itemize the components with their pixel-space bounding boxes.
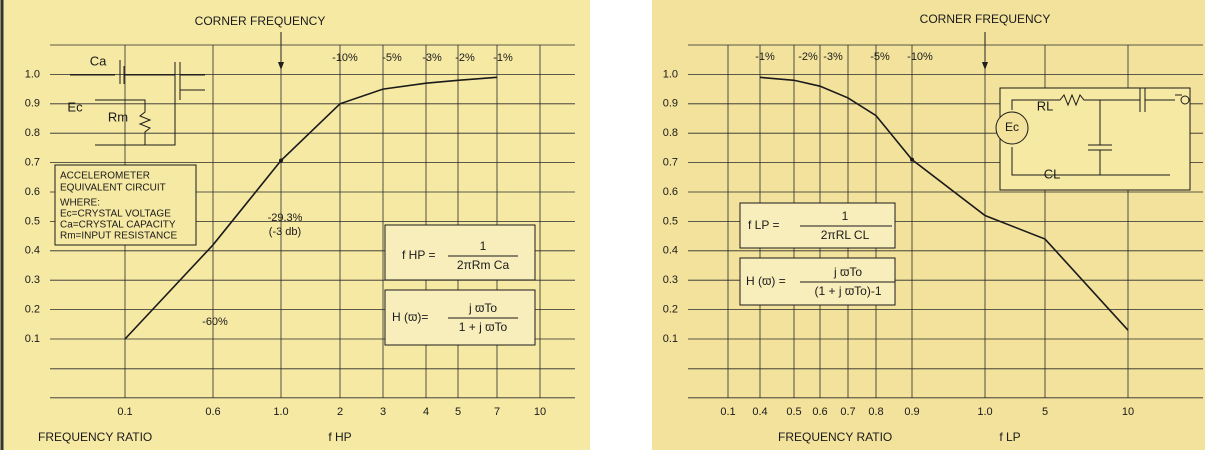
- formula-text: 1: [480, 239, 487, 253]
- x-tick-label: 0.6: [812, 406, 827, 418]
- x-tick-label: 0.4: [752, 406, 767, 418]
- y-tick-label: 0.3: [663, 274, 678, 286]
- inset-text: Rm=INPUT RESISTANCE: [60, 231, 177, 242]
- y-tick-label: 0.5: [25, 215, 40, 227]
- annotation: -3%: [422, 52, 442, 64]
- formula-text: H (ϖ) =: [746, 274, 786, 288]
- y-tick-label: 0.1: [663, 333, 678, 345]
- annotation: -1%: [755, 51, 775, 63]
- y-tick-label: 0.7: [663, 157, 678, 169]
- formula-text: 2πRL CL: [821, 228, 870, 242]
- x-tick-label: 10: [534, 406, 546, 418]
- formula-text: 2πRm Ca: [457, 258, 510, 272]
- formula-text: j ϖTo: [468, 301, 497, 315]
- annotation: -3%: [823, 51, 843, 63]
- x-tick-label: 0.8: [868, 406, 883, 418]
- x-tick-label: 3: [380, 406, 386, 418]
- inset-text: RL: [1037, 98, 1054, 113]
- chart-title: CORNER FREQUENCY: [920, 12, 1051, 26]
- x-unit-label: f HP: [328, 430, 351, 444]
- formula-text: j ϖTo: [833, 265, 862, 279]
- inset-text: Ca=CRYSTAL CAPACITY: [60, 220, 176, 231]
- y-tick-label: 0.1: [25, 333, 40, 345]
- page: CORNER FREQUENCY 0.1 0.2 0.3 0.4 0.5 0.6 0.7 0.8…: [0, 0, 1205, 450]
- inset-text: Ca: [90, 53, 107, 68]
- x-tick-label: 0.1: [117, 406, 132, 418]
- formula-text: H (ϖ)=: [392, 310, 428, 324]
- x-tick-label: 4: [423, 406, 429, 418]
- point: [910, 158, 914, 162]
- x-tick-label: 10: [1122, 406, 1134, 418]
- y-tick-label: 0.2: [25, 304, 40, 316]
- inset-text: Ec: [1005, 120, 1019, 134]
- annotation: -2%: [798, 51, 818, 63]
- y-tick-label: 1.0: [25, 68, 40, 80]
- y-tick-label: 0.7: [25, 157, 40, 169]
- x-tick-label: 1.0: [977, 406, 992, 418]
- x-tick-label: 5: [455, 406, 461, 418]
- annotation: -2%: [455, 52, 475, 64]
- formula-text: 1: [842, 209, 849, 223]
- inset-text: Ec=CRYSTAL VOLTAGE: [60, 209, 171, 220]
- y-tick-label: 0.9: [663, 98, 678, 110]
- annotation: -5%: [382, 52, 402, 64]
- inset-text: CL: [1044, 166, 1061, 181]
- x-tick-label: 1.0: [273, 406, 288, 418]
- inset-text: Ec: [67, 99, 83, 114]
- y-tick-label: 0.8: [25, 127, 40, 139]
- y-tick-label: 1.0: [663, 68, 678, 80]
- y-tick-label: 0.3: [25, 274, 40, 286]
- y-tick-label: 0.5: [663, 215, 678, 227]
- right-panel: [652, 0, 1205, 450]
- x-tick-label: 5: [1042, 406, 1048, 418]
- annotation: -60%: [202, 316, 228, 328]
- formula-text: f HP =: [402, 248, 435, 262]
- annotation: -5%: [870, 51, 890, 63]
- annotation: -10%: [332, 52, 358, 64]
- y-tick-label: 0.9: [25, 98, 40, 110]
- inset-text: Rm: [108, 109, 128, 124]
- y-tick-label: 0.4: [25, 245, 40, 257]
- x-tick-label: 0.5: [786, 406, 801, 418]
- x-unit-label: f LP: [999, 430, 1020, 444]
- x-axis-label: FREQUENCY RATIO: [38, 430, 152, 444]
- inset-text: WHERE:: [60, 198, 100, 209]
- x-tick-label: 0.9: [904, 406, 919, 418]
- inset-text: EQUIVALENT CIRCUIT: [60, 183, 166, 194]
- annotation: -29.3%: [268, 212, 303, 224]
- formula-text: 1 + j ϖTo: [459, 320, 508, 334]
- y-tick-label: 0.6: [663, 186, 678, 198]
- annotation: -10%: [907, 51, 933, 63]
- formula-text: f LP =: [748, 218, 779, 232]
- y-tick-label: 0.6: [25, 186, 40, 198]
- x-tick-label: 0.6: [205, 406, 220, 418]
- x-tick-label: 2: [337, 406, 343, 418]
- annotation: -1%: [493, 52, 513, 64]
- y-tick-label: 0.2: [663, 304, 678, 316]
- point: [279, 159, 283, 163]
- y-tick-label: 0.8: [663, 127, 678, 139]
- inset-text: ACCELEROMETER: [60, 171, 150, 182]
- x-tick-label: 0.1: [720, 406, 735, 418]
- chart-title: CORNER FREQUENCY: [195, 14, 326, 28]
- y-tick-label: 0.4: [663, 245, 678, 257]
- formula-text: (1 + j ϖTo)-1: [814, 284, 881, 298]
- x-axis-label: FREQUENCY RATIO: [778, 430, 892, 444]
- annotation: (-3 db): [269, 226, 301, 238]
- x-tick-label: 7: [494, 406, 500, 418]
- x-tick-label: 0.7: [840, 406, 855, 418]
